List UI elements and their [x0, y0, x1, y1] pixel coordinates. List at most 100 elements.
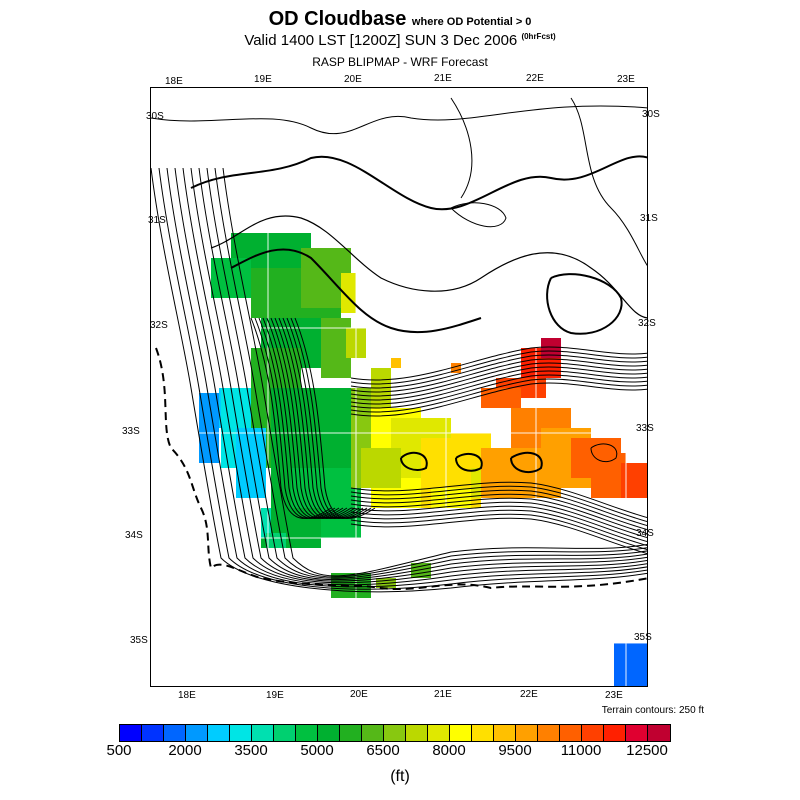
colorbar-label: 500 — [106, 742, 132, 759]
colorbar-label: 12500 — [626, 742, 668, 759]
colorbar-swatch — [252, 725, 274, 741]
terrain-contours — [151, 97, 647, 593]
terrain-contour — [350, 346, 647, 381]
cloudbase-cell — [541, 338, 561, 358]
cloudbase-fill-layer — [199, 233, 647, 686]
terrain-contour — [230, 248, 482, 334]
colorbar-swatch — [120, 725, 142, 741]
colorbar-swatch — [230, 725, 252, 741]
colorbar-swatch — [186, 725, 208, 741]
lon-label-top: 21E — [434, 73, 452, 84]
title-main: OD Cloudbase — [268, 8, 407, 30]
cloudbase-cell — [236, 428, 266, 498]
colorbar-label: 8000 — [432, 742, 466, 759]
colorbar-swatch — [362, 725, 384, 741]
colorbar — [119, 724, 671, 742]
terrain-contour — [570, 97, 647, 266]
cloudbase-cell — [614, 643, 647, 686]
colorbar-swatch — [208, 725, 230, 741]
terrain-contour — [158, 167, 647, 590]
terrain-contour — [510, 451, 543, 474]
lat-label-right: 34S — [636, 528, 654, 539]
lon-label-bottom: 23E — [605, 690, 623, 701]
colorbar-swatch — [648, 725, 670, 741]
map-subtitle: RASP BLIPMAP - WRF Forecast — [312, 55, 488, 69]
lon-label-top: 23E — [617, 74, 635, 85]
cloudbase-cell — [451, 363, 461, 373]
colorbar-swatch — [296, 725, 318, 741]
terrain-contour — [350, 509, 647, 546]
valid-time: Valid 1400 LST [1200Z] SUN 3 Dec 2006 — [244, 32, 518, 49]
colorbar-swatch — [450, 725, 472, 741]
lat-label-right: 32S — [638, 318, 656, 329]
terrain-contour — [190, 167, 647, 582]
terrain-contour — [350, 513, 647, 550]
lon-label-bottom: 20E — [350, 689, 368, 700]
terrain-contour — [206, 167, 647, 579]
colorbar-label: 2000 — [168, 742, 202, 759]
terrain-contour — [350, 358, 647, 393]
lon-label-bottom: 22E — [520, 689, 538, 700]
colorbar-swatch — [560, 725, 582, 741]
lat-label-left: 32S — [150, 320, 168, 331]
lat-label-left: 35S — [130, 635, 148, 646]
terrain-contour — [151, 105, 647, 135]
colorbar-label: 11000 — [560, 742, 602, 759]
colorbar-swatch — [142, 725, 164, 741]
terrain-contour — [350, 378, 647, 413]
terrain-contour — [350, 362, 647, 397]
lat-label-left: 30S — [146, 111, 164, 122]
terrain-contour — [198, 167, 647, 581]
colorbar-swatch — [428, 725, 450, 741]
colorbar-swatch — [472, 725, 494, 741]
lat-label-right: 31S — [640, 213, 658, 224]
terrain-contour — [350, 374, 647, 409]
lat-label-left: 34S — [125, 530, 143, 541]
colorbar-label: 5000 — [300, 742, 334, 759]
terrain-contour — [155, 347, 647, 591]
lat-label-right: 33S — [636, 423, 654, 434]
lat-label-left: 31S — [148, 215, 166, 226]
cloudbase-cell — [261, 508, 271, 538]
title-qualifier: where OD Potential > 0 — [411, 16, 532, 28]
terrain-contour — [294, 317, 376, 519]
terrain-contour — [350, 370, 647, 405]
terrain-contour — [350, 501, 647, 538]
terrain-contour — [350, 493, 647, 530]
colorbar-units: (ft) — [390, 768, 410, 785]
colorbar-swatch — [538, 725, 560, 741]
lon-label-bottom: 21E — [434, 689, 452, 700]
forecast-hour: (0hrFcst) — [521, 32, 556, 41]
terrain-contour — [214, 167, 647, 578]
terrain-contour — [151, 167, 647, 593]
cloudbase-cell — [391, 358, 401, 368]
colorbar-swatch — [274, 725, 296, 741]
colorbar-swatch — [384, 725, 406, 741]
lon-label-bottom: 19E — [266, 690, 284, 701]
terrain-contour — [546, 273, 623, 335]
terrain-contour — [190, 155, 647, 211]
terrain-contour — [210, 215, 647, 319]
terrain-contour-note: Terrain contours: 250 ft — [601, 705, 704, 716]
colorbar-label: 9500 — [498, 742, 532, 759]
colorbar-swatch — [494, 725, 516, 741]
terrain-contour — [182, 167, 647, 584]
terrain-contour — [350, 350, 647, 385]
colorbar-swatch — [406, 725, 428, 741]
lat-label-left: 33S — [122, 426, 140, 437]
lon-label-top: 20E — [344, 74, 362, 85]
colorbar-swatch — [626, 725, 648, 741]
terrain-contour — [166, 167, 647, 588]
lon-label-bottom: 18E — [178, 690, 196, 701]
colorbar-swatch — [340, 725, 362, 741]
valid-time-line: Valid 1400 LST [1200Z] SUN 3 Dec 2006 (0… — [0, 32, 800, 49]
terrain-contour — [455, 452, 483, 472]
colorbar-swatch — [516, 725, 538, 741]
terrain-contour — [350, 366, 647, 401]
terrain-contour — [590, 443, 618, 463]
terrain-contour — [350, 489, 647, 526]
cloudbase-cell — [591, 453, 626, 498]
terrain-contour — [400, 451, 428, 471]
lat-label-right: 30S — [642, 109, 660, 120]
terrain-contour — [174, 167, 647, 586]
